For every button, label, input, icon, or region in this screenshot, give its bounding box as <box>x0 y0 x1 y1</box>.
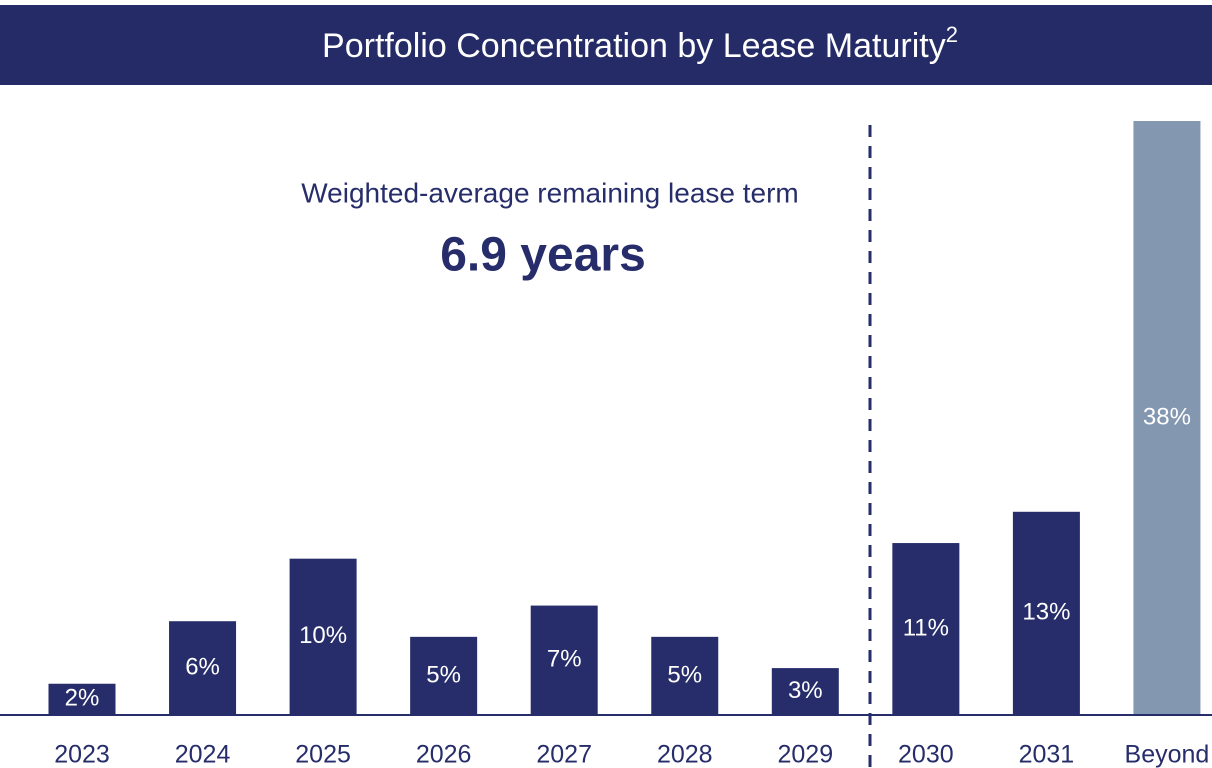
bar <box>169 621 237 715</box>
value-label: 38% <box>1143 403 1191 430</box>
value-label: 3% <box>788 677 823 704</box>
bar <box>651 636 719 715</box>
x-tick-label: 2026 <box>416 741 472 768</box>
x-tick-label: 2024 <box>175 741 231 768</box>
title-note: 2 <box>946 22 958 47</box>
x-tick-label: 2025 <box>295 741 351 768</box>
x-tick-label: 2027 <box>536 741 592 768</box>
value-label: 5% <box>426 661 461 688</box>
bar <box>289 558 357 715</box>
x-tick-label: 2028 <box>657 741 713 768</box>
x-tick-label: Beyond <box>1125 741 1210 768</box>
value-label: 7% <box>547 646 582 673</box>
chart-title: Portfolio Concentration by Lease Maturit… <box>322 22 958 65</box>
title-text: Portfolio Concentration by Lease Maturit… <box>322 27 946 65</box>
value-label: 11% <box>903 614 949 641</box>
annotation-value: 6.9 years <box>440 229 646 282</box>
bar <box>892 543 960 715</box>
annotation: Weighted-average remaining lease term <box>301 177 799 208</box>
value-label: 10% <box>299 622 347 649</box>
value-label: 6% <box>185 653 220 680</box>
bar <box>1133 121 1201 715</box>
value-label: 13% <box>1022 599 1070 626</box>
x-tick-label: 2030 <box>898 741 954 768</box>
x-tick-label: 2029 <box>777 741 833 768</box>
bar <box>48 683 116 715</box>
value-label: 2% <box>65 685 100 712</box>
bar <box>410 636 478 715</box>
x-tick-label: 2023 <box>54 741 110 768</box>
bar <box>530 605 598 715</box>
title-band <box>0 5 1212 85</box>
bar <box>1012 511 1080 715</box>
x-tick-label: 2031 <box>1019 741 1075 768</box>
value-label: 5% <box>667 661 702 688</box>
bar <box>771 668 839 715</box>
